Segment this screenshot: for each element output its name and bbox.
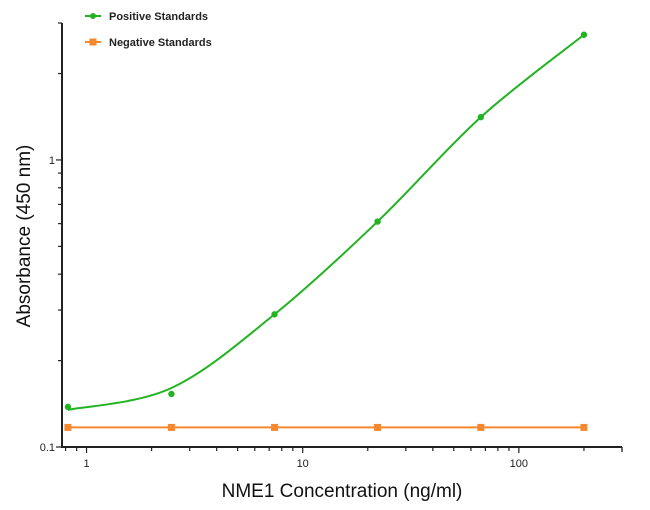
data-point — [477, 423, 485, 431]
x-axis-label: NME1 Concentration (ng/ml) — [222, 481, 463, 502]
legend-marker — [89, 38, 97, 46]
data-point — [64, 423, 72, 431]
data-point — [580, 423, 588, 431]
data-point — [477, 113, 485, 121]
legend: Positive Standards Negative Standards — [85, 11, 212, 49]
data-point — [374, 218, 381, 225]
legend-label: Positive Standards — [109, 11, 208, 23]
plot-area — [64, 31, 588, 431]
data-point — [271, 311, 278, 318]
data-point — [374, 423, 382, 431]
y-tick-label: 1 — [49, 155, 55, 167]
series-line-0 — [67, 33, 585, 411]
legend-marker — [90, 13, 96, 19]
y-axis-label: Absorbance (450 nm) — [14, 145, 35, 328]
axes: 1 10 100 0.1 1 — [40, 22, 623, 470]
data-point — [580, 31, 588, 38]
data-point — [64, 403, 72, 411]
data-point — [167, 423, 175, 431]
x-tick-label: 100 — [510, 458, 528, 470]
x-tick-label: 1 — [83, 458, 89, 470]
y-tick-label: 0.1 — [40, 442, 55, 454]
data-point — [271, 423, 279, 431]
legend-label: Negative Standards — [109, 37, 212, 49]
data-point — [168, 390, 175, 398]
x-tick-label: 10 — [297, 458, 309, 470]
